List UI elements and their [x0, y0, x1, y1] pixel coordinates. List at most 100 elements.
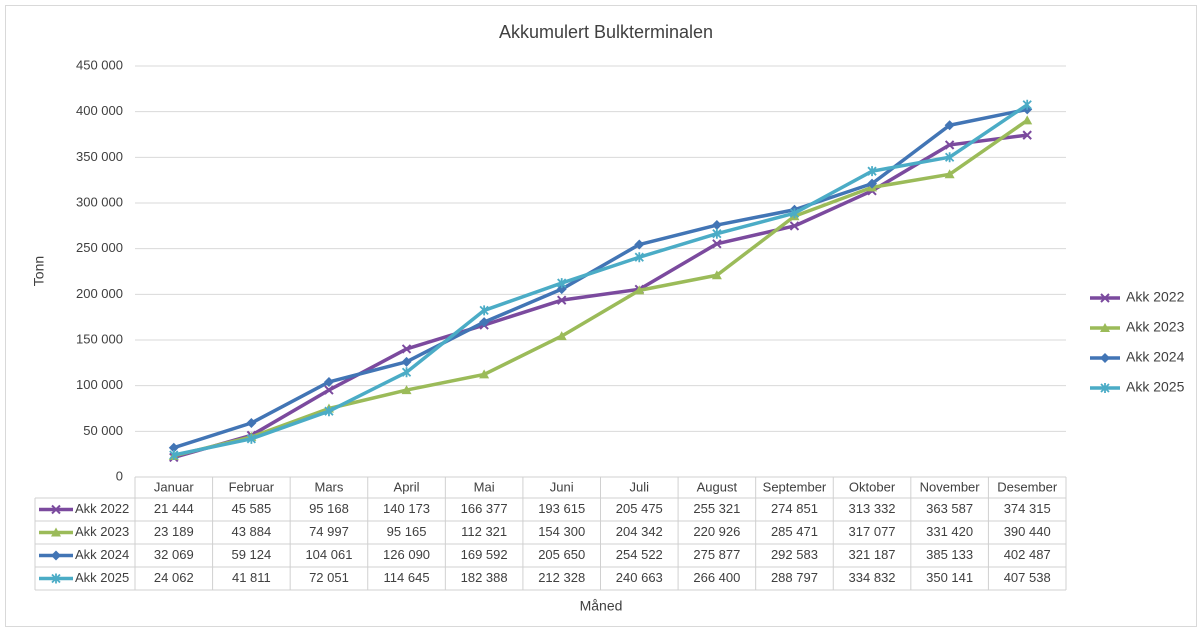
table-cell: 45 585 — [231, 501, 271, 516]
marker-shape — [711, 270, 722, 280]
marker-shape — [324, 406, 334, 417]
x-tick-label: November — [920, 479, 981, 494]
marker-shape — [324, 385, 334, 395]
marker — [51, 504, 61, 515]
table-cell: 363 587 — [926, 501, 973, 516]
table-cell: 275 877 — [693, 547, 740, 562]
table-cell: 72 051 — [309, 570, 349, 585]
table-cell: 24 062 — [154, 570, 194, 585]
table-cell: 240 663 — [616, 570, 663, 585]
marker-shape — [1100, 293, 1110, 303]
legend-label: Akk 2022 — [1126, 289, 1185, 305]
legend-label: Akk 2025 — [1126, 379, 1185, 395]
y-tick-label: 400 000 — [76, 103, 123, 118]
marker — [634, 239, 645, 250]
marker — [1100, 293, 1110, 303]
table-cell: 292 583 — [771, 547, 818, 562]
table-cell: 331 420 — [926, 524, 973, 539]
table-cell: 23 189 — [154, 524, 194, 539]
marker-shape — [51, 573, 61, 584]
marker-shape — [1022, 99, 1032, 110]
marker-shape — [557, 278, 567, 289]
marker-shape — [479, 317, 490, 328]
x-tick-label: Mars — [315, 479, 344, 494]
y-axis-title: Tonn — [31, 256, 47, 286]
marker — [323, 376, 334, 387]
table-cell: 212 328 — [538, 570, 585, 585]
marker-shape — [323, 376, 334, 387]
marker — [479, 317, 490, 328]
table-cell: 255 321 — [693, 501, 740, 516]
marker — [711, 270, 722, 280]
marker — [51, 527, 61, 537]
table-cell: 321 187 — [849, 547, 896, 562]
marker — [634, 252, 644, 263]
marker-shape — [246, 433, 257, 444]
marker — [401, 344, 412, 354]
x-tick-label: Juli — [630, 479, 650, 494]
table-cell: 390 440 — [1004, 524, 1051, 539]
table-cell: 95 165 — [387, 524, 427, 539]
marker-shape — [944, 140, 955, 150]
table-cell: 43 884 — [231, 524, 271, 539]
marker — [401, 385, 412, 395]
table-cell: 288 797 — [771, 570, 818, 585]
marker — [1022, 130, 1032, 140]
marker — [479, 369, 490, 379]
marker-shape — [169, 450, 179, 461]
marker-shape — [479, 369, 490, 379]
marker-shape — [401, 356, 412, 367]
marker — [711, 220, 722, 231]
table-cell: 32 069 — [154, 547, 194, 562]
chart-title: Akkumulert Bulkterminalen — [499, 22, 713, 42]
table-cell: 205 475 — [616, 501, 663, 516]
series-line — [173, 118, 1029, 458]
marker-shape — [1022, 115, 1033, 125]
x-tick-label: September — [763, 479, 827, 494]
table-cell: 254 522 — [616, 547, 663, 562]
marker — [944, 169, 955, 179]
x-tick-label: August — [697, 479, 738, 494]
marker-shape — [401, 367, 412, 378]
table-cell: 95 168 — [309, 501, 349, 516]
x-tick-label: Februar — [229, 479, 275, 494]
marker-shape — [401, 344, 412, 354]
table-cell: 334 832 — [849, 570, 896, 585]
marker-shape — [1100, 323, 1110, 332]
table-cell: 126 090 — [383, 547, 430, 562]
table-cell: 266 400 — [693, 570, 740, 585]
marker-shape — [401, 385, 412, 395]
x-tick-label: Mai — [474, 479, 495, 494]
marker — [1022, 99, 1032, 110]
marker — [789, 208, 800, 219]
table-cell: 74 997 — [309, 524, 349, 539]
y-tick-label: 150 000 — [76, 331, 123, 346]
marker-shape — [634, 285, 645, 295]
marker-shape — [1100, 383, 1110, 393]
table-cell: 112 321 — [461, 524, 507, 539]
marker-shape — [944, 120, 955, 131]
marker — [712, 239, 722, 249]
table-cell: 385 133 — [926, 547, 973, 562]
table-cell: 21 444 — [154, 501, 194, 516]
y-tick-label: 450 000 — [76, 57, 123, 72]
marker — [944, 120, 955, 131]
marker — [867, 178, 878, 189]
table-cell: 193 615 — [538, 501, 585, 516]
table-row-label: Akk 2023 — [75, 524, 129, 539]
y-tick-label: 300 000 — [76, 194, 123, 209]
table-cell: 169 592 — [461, 547, 508, 562]
table-cell: 402 487 — [1004, 547, 1051, 562]
marker-shape — [479, 305, 489, 316]
table-cell: 317 077 — [849, 524, 896, 539]
table-cell: 182 388 — [461, 570, 508, 585]
x-tick-label: April — [394, 479, 420, 494]
marker — [1022, 115, 1033, 125]
marker — [168, 442, 179, 453]
series-line — [173, 107, 1028, 450]
marker-shape — [711, 220, 722, 231]
series-line — [173, 103, 1029, 457]
table-cell: 114 645 — [384, 570, 430, 585]
marker — [944, 152, 955, 163]
marker — [944, 140, 955, 150]
